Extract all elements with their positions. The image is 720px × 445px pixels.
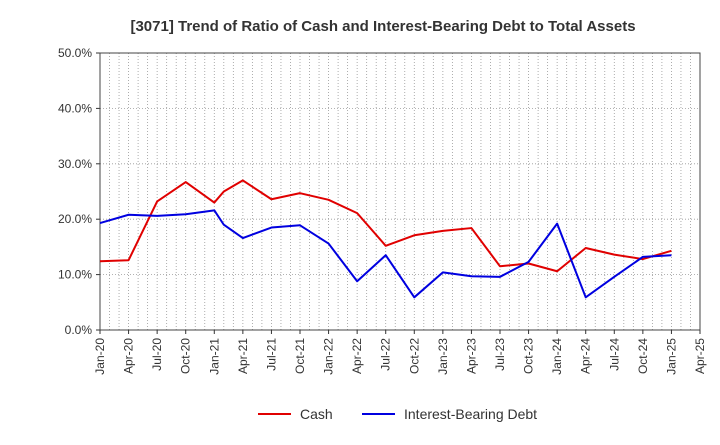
y-tick-label: 30.0% <box>58 157 92 171</box>
x-tick-label: Jan-20 <box>93 338 107 375</box>
x-tick-label: Apr-25 <box>693 338 707 374</box>
legend-label: Interest-Bearing Debt <box>404 406 537 422</box>
y-tick-label: 0.0% <box>65 323 93 337</box>
x-tick-label: Jul-24 <box>607 338 621 371</box>
x-tick-label: Apr-22 <box>350 338 364 374</box>
legend: Cash Interest-Bearing Debt <box>258 406 537 422</box>
x-tick-label: Oct-22 <box>407 338 421 374</box>
x-tick-label: Jan-22 <box>322 338 336 375</box>
chart-title: [3071] Trend of Ratio of Cash and Intere… <box>130 18 635 35</box>
x-tick-label: Apr-24 <box>579 338 593 374</box>
x-tick-label: Jan-21 <box>207 338 221 375</box>
x-tick-label: Jul-22 <box>379 338 393 371</box>
x-tick-label: Apr-20 <box>122 338 136 374</box>
x-tick-label: Oct-23 <box>522 338 536 374</box>
y-tick-label: 10.0% <box>58 268 92 282</box>
plot-area-border <box>100 53 700 330</box>
x-tick-label: Apr-23 <box>464 338 478 374</box>
x-tick-label: Jan-25 <box>664 338 678 375</box>
y-tick-label: 20.0% <box>58 212 92 226</box>
x-tick-label: Oct-21 <box>293 338 307 374</box>
legend-label: Cash <box>300 406 333 422</box>
x-tick-label: Jul-20 <box>150 338 164 371</box>
axis-layer: 0.0% 10.0% 20.0% 30.0% 40.0% 50.0% Jan-20 Apr-2… <box>58 46 707 375</box>
x-tick-label: Oct-24 <box>636 338 650 374</box>
y-tick-label: 40.0% <box>58 101 92 115</box>
x-tick-label: Jan-23 <box>436 338 450 375</box>
grid-layer <box>100 53 700 330</box>
x-tick-label: Jul-23 <box>493 338 507 371</box>
y-tick-label: 50.0% <box>58 46 92 60</box>
x-tick-label: Apr-21 <box>236 338 250 374</box>
x-tick-label: Jan-24 <box>550 338 564 375</box>
x-tick-label: Oct-20 <box>179 338 193 374</box>
x-tick-label: Jul-21 <box>264 338 278 371</box>
